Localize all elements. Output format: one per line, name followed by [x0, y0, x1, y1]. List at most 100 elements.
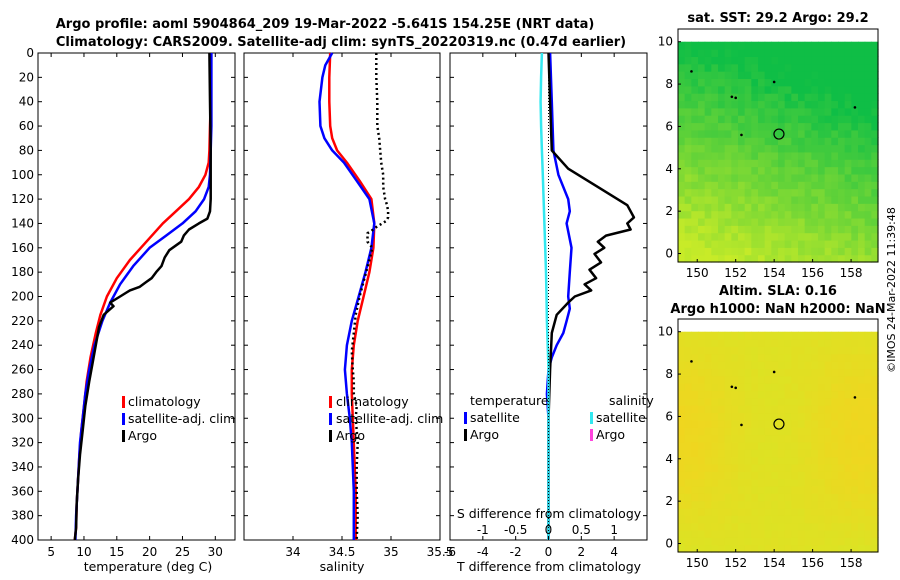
- map-cell: [778, 471, 786, 480]
- map-cell: [738, 151, 746, 160]
- map-cell: [798, 441, 806, 450]
- map-cell: [744, 339, 752, 347]
- map-cell: [831, 78, 839, 87]
- map-cell: [811, 71, 819, 80]
- map-cell: [691, 449, 699, 458]
- map-cell: [738, 115, 746, 124]
- map-cell: [804, 449, 812, 458]
- map-cell: [744, 85, 752, 94]
- map-cell: [698, 529, 706, 538]
- map-cell: [751, 225, 759, 234]
- map-cell: [711, 225, 719, 234]
- map-cell: [824, 41, 832, 50]
- map-cell: [851, 441, 859, 450]
- map-cell: [678, 217, 686, 226]
- map-cell: [858, 515, 866, 524]
- map-cell: [704, 115, 712, 124]
- map-cell: [711, 100, 719, 109]
- map-cell: [838, 254, 846, 263]
- map-cell: [684, 107, 692, 116]
- map-cell: [744, 151, 752, 160]
- map-cell: [871, 115, 879, 124]
- map-cell: [818, 195, 826, 204]
- map-cell: [804, 419, 812, 428]
- map-cell: [784, 456, 792, 465]
- map-cell: [691, 71, 699, 80]
- map-cell: [704, 456, 712, 465]
- map-cell: [718, 463, 726, 472]
- map-cell: [778, 537, 786, 546]
- map-cell: [871, 181, 879, 190]
- map-cell: [771, 441, 779, 450]
- map-cell: [738, 383, 746, 392]
- map-cell: [704, 203, 712, 212]
- map-cell: [691, 493, 699, 502]
- map-cell: [718, 115, 726, 124]
- map-cell: [771, 339, 779, 347]
- map-cell: [758, 210, 766, 219]
- map-cell: [698, 515, 706, 524]
- map-cell: [764, 122, 772, 131]
- island-marker: [853, 106, 857, 109]
- sla-map-frame: [677, 318, 879, 553]
- map-cell: [731, 368, 739, 377]
- map-cell: [691, 346, 699, 355]
- map-cell: [864, 500, 872, 509]
- map-cell: [731, 390, 739, 399]
- depth-tick-label: 220: [11, 314, 34, 328]
- map-cell: [844, 247, 852, 256]
- map-cell: [678, 419, 686, 428]
- map-cell: [724, 478, 732, 487]
- map-cell: [844, 331, 852, 340]
- map-cell: [724, 144, 732, 153]
- map-cell: [858, 500, 866, 509]
- map-cell: [684, 63, 692, 72]
- map-cell: [824, 122, 832, 131]
- map-cell: [824, 339, 832, 347]
- map-cell: [811, 166, 819, 175]
- map-cell: [798, 522, 806, 531]
- map-cell: [731, 247, 739, 256]
- map-cell: [691, 478, 699, 487]
- map-cell: [751, 56, 759, 65]
- map-cell: [771, 331, 779, 340]
- map-cell: [758, 471, 766, 480]
- map-cell: [818, 331, 826, 340]
- map-cell: [738, 239, 746, 248]
- map-cell: [818, 339, 826, 347]
- map-cell: [764, 239, 772, 248]
- map-cell: [711, 203, 719, 212]
- map-cell: [784, 144, 792, 153]
- map-cell: [838, 41, 846, 50]
- map-cell: [704, 93, 712, 102]
- map-cell: [698, 137, 706, 146]
- map-cell: [758, 383, 766, 392]
- map-cell: [731, 412, 739, 421]
- s-diff-tick-label: -1: [477, 523, 489, 537]
- map-cell: [851, 78, 859, 87]
- map-cell: [758, 529, 766, 538]
- map-cell: [764, 353, 772, 362]
- map-cell: [831, 397, 839, 406]
- map-cell: [871, 93, 879, 102]
- map-cell: [691, 515, 699, 524]
- figure-title-line1: Argo profile: aoml 5904864_209 19-Mar-20…: [56, 17, 595, 32]
- map-cell: [858, 195, 866, 204]
- map-cell: [824, 441, 832, 450]
- map-cell: [858, 383, 866, 392]
- map-cell: [724, 383, 732, 392]
- map-cell: [724, 71, 732, 80]
- map-cell: [871, 159, 879, 168]
- map-cell: [731, 405, 739, 414]
- map-cell: [784, 463, 792, 472]
- map-cell: [811, 78, 819, 87]
- map-cell: [778, 63, 786, 72]
- map-cell: [718, 173, 726, 182]
- map-cell: [678, 383, 686, 392]
- legend-label-satellite: satellite-adj. clim: [336, 411, 443, 426]
- map-cell: [678, 331, 686, 340]
- map-cell: [718, 383, 726, 392]
- map-cell: [678, 181, 686, 190]
- map-cell: [818, 375, 826, 384]
- map-cell: [684, 383, 692, 392]
